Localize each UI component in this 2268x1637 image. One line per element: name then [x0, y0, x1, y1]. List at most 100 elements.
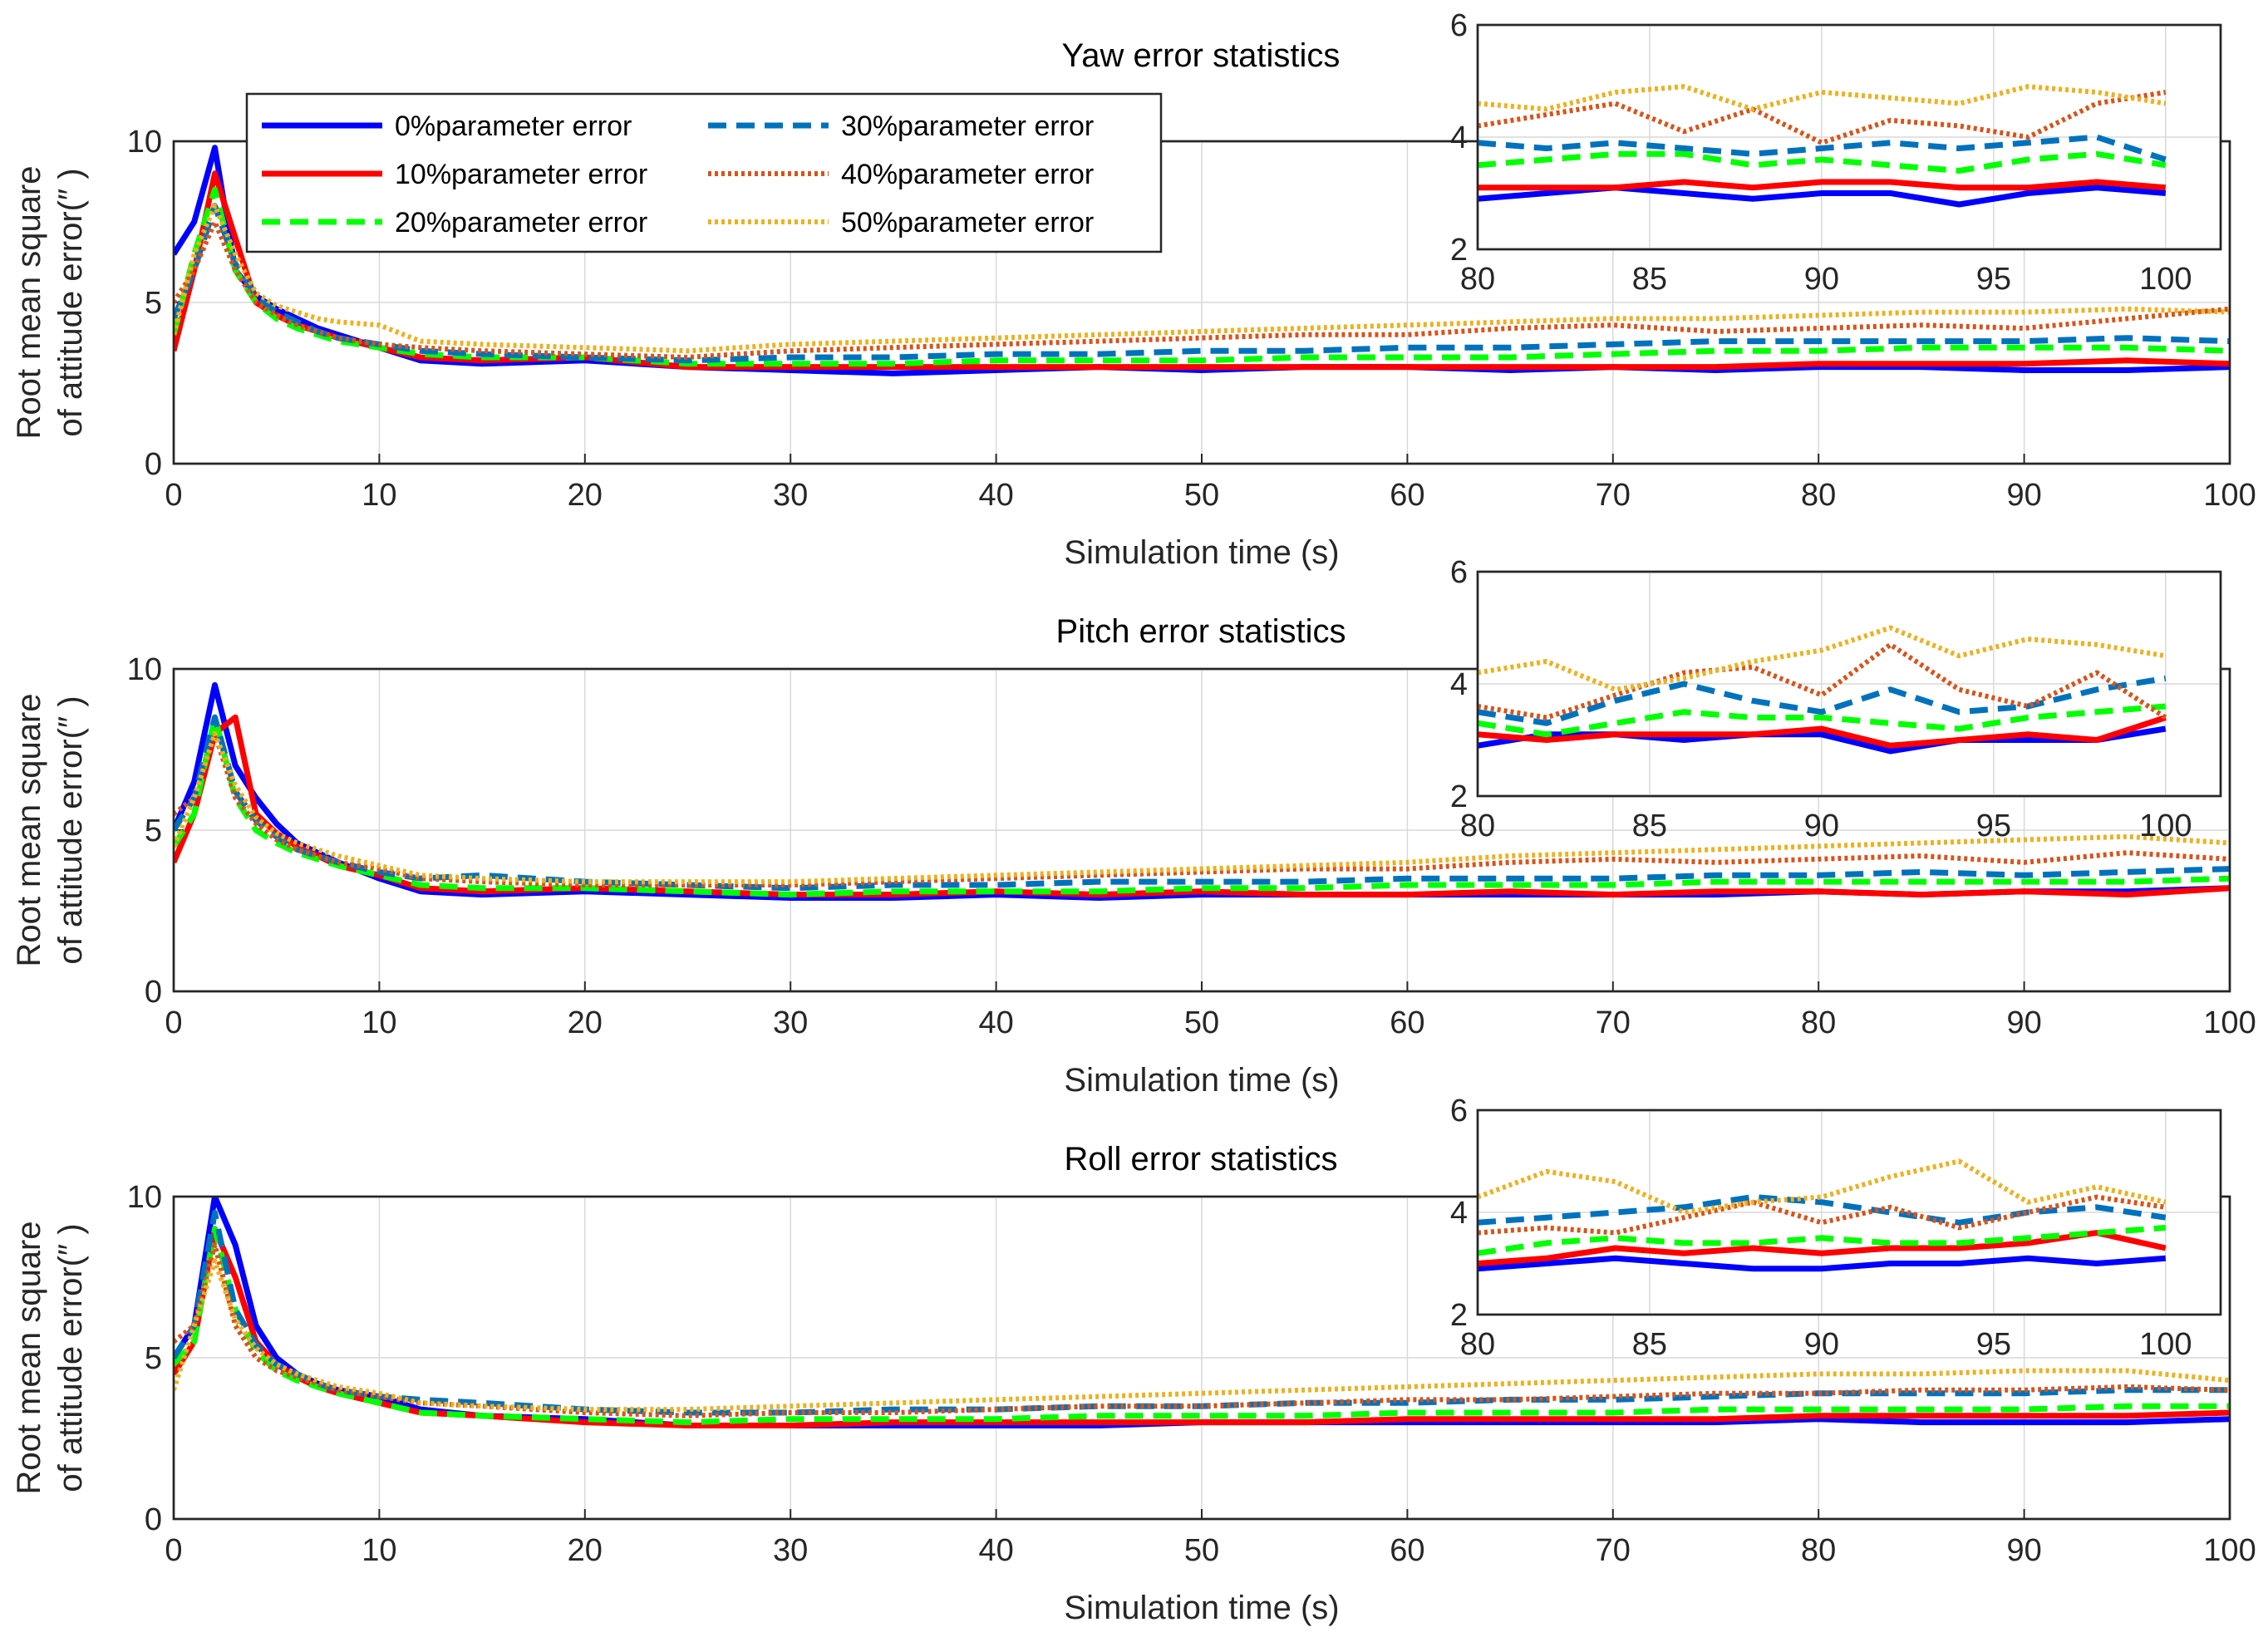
inset-1-series-1 [1478, 715, 2167, 749]
y-tick-label: 10 [127, 652, 162, 687]
y-tick-label: 5 [145, 286, 162, 321]
main-2-series-4 [174, 1242, 2230, 1418]
inset-2-series-1 [1478, 1230, 2167, 1266]
inset-x-tick-label: 90 [1804, 262, 1839, 297]
main-0-series-3 [174, 203, 2230, 364]
legend-label-5: 50%parameter error [841, 207, 1094, 238]
x-tick-label: 60 [1390, 1533, 1424, 1568]
y-tick-label: 0 [145, 447, 162, 482]
y-axis-label-line2: of attitude error(″ ) [52, 1223, 89, 1492]
x-tick-label: 100 [2203, 1005, 2256, 1040]
y-axis-label-line2: of attitude error(″ ) [52, 696, 89, 964]
x-tick-label: 60 [1390, 1005, 1424, 1040]
x-tick-label: 40 [978, 478, 1013, 513]
inset-0-series-2 [1478, 150, 2167, 174]
x-tick-label: 30 [773, 478, 808, 513]
x-tick-label: 50 [1184, 1005, 1219, 1040]
x-tick-label: 0 [165, 478, 182, 513]
legend-box [245, 92, 1163, 253]
panel-1: 0 10 20 30 40 50 60 70 80 90 100 0 5 10 Pitch error st… [11, 555, 2256, 1099]
inset-y-tick-label: 2 [1450, 233, 1468, 268]
inset-x-tick-label: 95 [1976, 262, 2011, 297]
x-tick-label: 20 [568, 478, 603, 513]
inset-x-tick-label: 85 [1632, 809, 1667, 843]
inset-y-tick-label: 6 [1450, 555, 1468, 590]
inset-x-tick-label: 80 [1460, 809, 1495, 843]
legend-label-4: 40%parameter error [841, 159, 1094, 190]
x-tick-label: 10 [362, 1005, 396, 1040]
inset-0-series-1 [1478, 179, 2167, 191]
inset-border [1476, 23, 2222, 251]
x-tick-label: 30 [773, 1533, 808, 1568]
inset-2-series-0 [1478, 1255, 2167, 1272]
legend-label-3: 30%parameter error [841, 111, 1094, 142]
inset-x-tick-label: 85 [1632, 1327, 1667, 1362]
x-tick-label: 0 [165, 1005, 182, 1040]
x-tick-label: 90 [2006, 478, 2041, 513]
legend-label-0: 0%parameter error [395, 111, 632, 142]
y-tick-label: 5 [145, 1341, 162, 1376]
inset-x-tick-label: 85 [1632, 262, 1667, 297]
y-axis-label-line1: Root mean square [11, 1221, 47, 1494]
axes-border [172, 1195, 2231, 1521]
x-tick-label: 50 [1184, 478, 1219, 513]
inset-2-series-3 [1478, 1194, 2167, 1226]
axes-border [172, 140, 2231, 465]
inset-0-series-4 [1478, 90, 2167, 145]
x-tick-label: 20 [568, 1533, 603, 1568]
main-0-series-2 [174, 186, 2230, 367]
main-2-series-5 [174, 1258, 2230, 1413]
chart-title: Roll error statistics [1065, 1141, 1338, 1177]
inset-border [1476, 570, 2222, 798]
x-tick-label: 20 [568, 1005, 603, 1040]
inset-x-tick-label: 90 [1804, 1327, 1839, 1362]
y-tick-label: 0 [145, 1502, 162, 1537]
inset-y-tick-label: 6 [1450, 1094, 1468, 1128]
y-axis-label-line2: of attitude error(″ ) [52, 168, 89, 436]
x-tick-label: 80 [1801, 1533, 1836, 1568]
main-0-series-4 [174, 219, 2230, 360]
inset-x-tick-label: 90 [1804, 809, 1839, 843]
inset-x-tick-label: 80 [1460, 262, 1495, 297]
inset-y-tick-label: 4 [1450, 667, 1468, 702]
x-tick-label: 90 [2006, 1533, 2041, 1568]
x-tick-label: 30 [773, 1005, 808, 1040]
panel-0: 0 10 20 30 40 50 60 70 80 90 100 0 5 10 Yaw error stat… [11, 8, 2256, 571]
y-axis-label-line1: Root mean square [11, 693, 47, 966]
inset-1: 80 85 90 95 100 2 4 6 [1450, 555, 2222, 843]
inset-2: 80 85 90 95 100 2 4 6 [1450, 1094, 2222, 1362]
x-axis-label: Simulation time (s) [1064, 1062, 1339, 1099]
inset-border [1476, 1109, 2222, 1316]
inset-y-tick-label: 4 [1450, 1196, 1468, 1231]
x-tick-label: 40 [978, 1533, 1013, 1568]
main-1-series-3 [174, 714, 2230, 892]
inset-x-tick-label: 100 [2139, 262, 2192, 297]
x-tick-label: 0 [165, 1533, 182, 1568]
inset-1-series-3 [1478, 675, 2167, 726]
legend-label-2: 20%parameter error [395, 207, 647, 238]
inset-y-tick-label: 2 [1450, 779, 1468, 814]
main-2-series-2 [174, 1226, 2230, 1426]
main-0-series-5 [174, 203, 2230, 354]
x-tick-label: 100 [2203, 1533, 2256, 1568]
x-tick-label: 10 [362, 1533, 396, 1568]
y-tick-label: 0 [145, 975, 162, 1010]
inset-2-series-2 [1478, 1225, 2167, 1256]
x-tick-label: 60 [1390, 478, 1424, 513]
inset-0-series-3 [1478, 134, 2167, 163]
main-1-series-4 [174, 730, 2230, 887]
x-tick-label: 70 [1596, 1005, 1631, 1040]
x-tick-label: 80 [1801, 1005, 1836, 1040]
inset-0-series-5 [1478, 84, 2167, 112]
y-tick-label: 10 [127, 1180, 162, 1215]
x-tick-label: 10 [362, 478, 396, 513]
main-1-series-5 [174, 730, 2230, 885]
inset-x-tick-label: 95 [1976, 1327, 2011, 1362]
panel-2: 0 10 20 30 40 50 60 70 80 90 100 0 5 10 Roll error sta… [11, 1094, 2256, 1626]
x-axis-label: Simulation time (s) [1064, 1590, 1339, 1626]
inset-x-tick-label: 95 [1976, 809, 2011, 843]
inset-1-series-5 [1478, 625, 2167, 692]
inset-x-tick-label: 80 [1460, 1327, 1495, 1362]
x-tick-label: 90 [2006, 1005, 2041, 1040]
